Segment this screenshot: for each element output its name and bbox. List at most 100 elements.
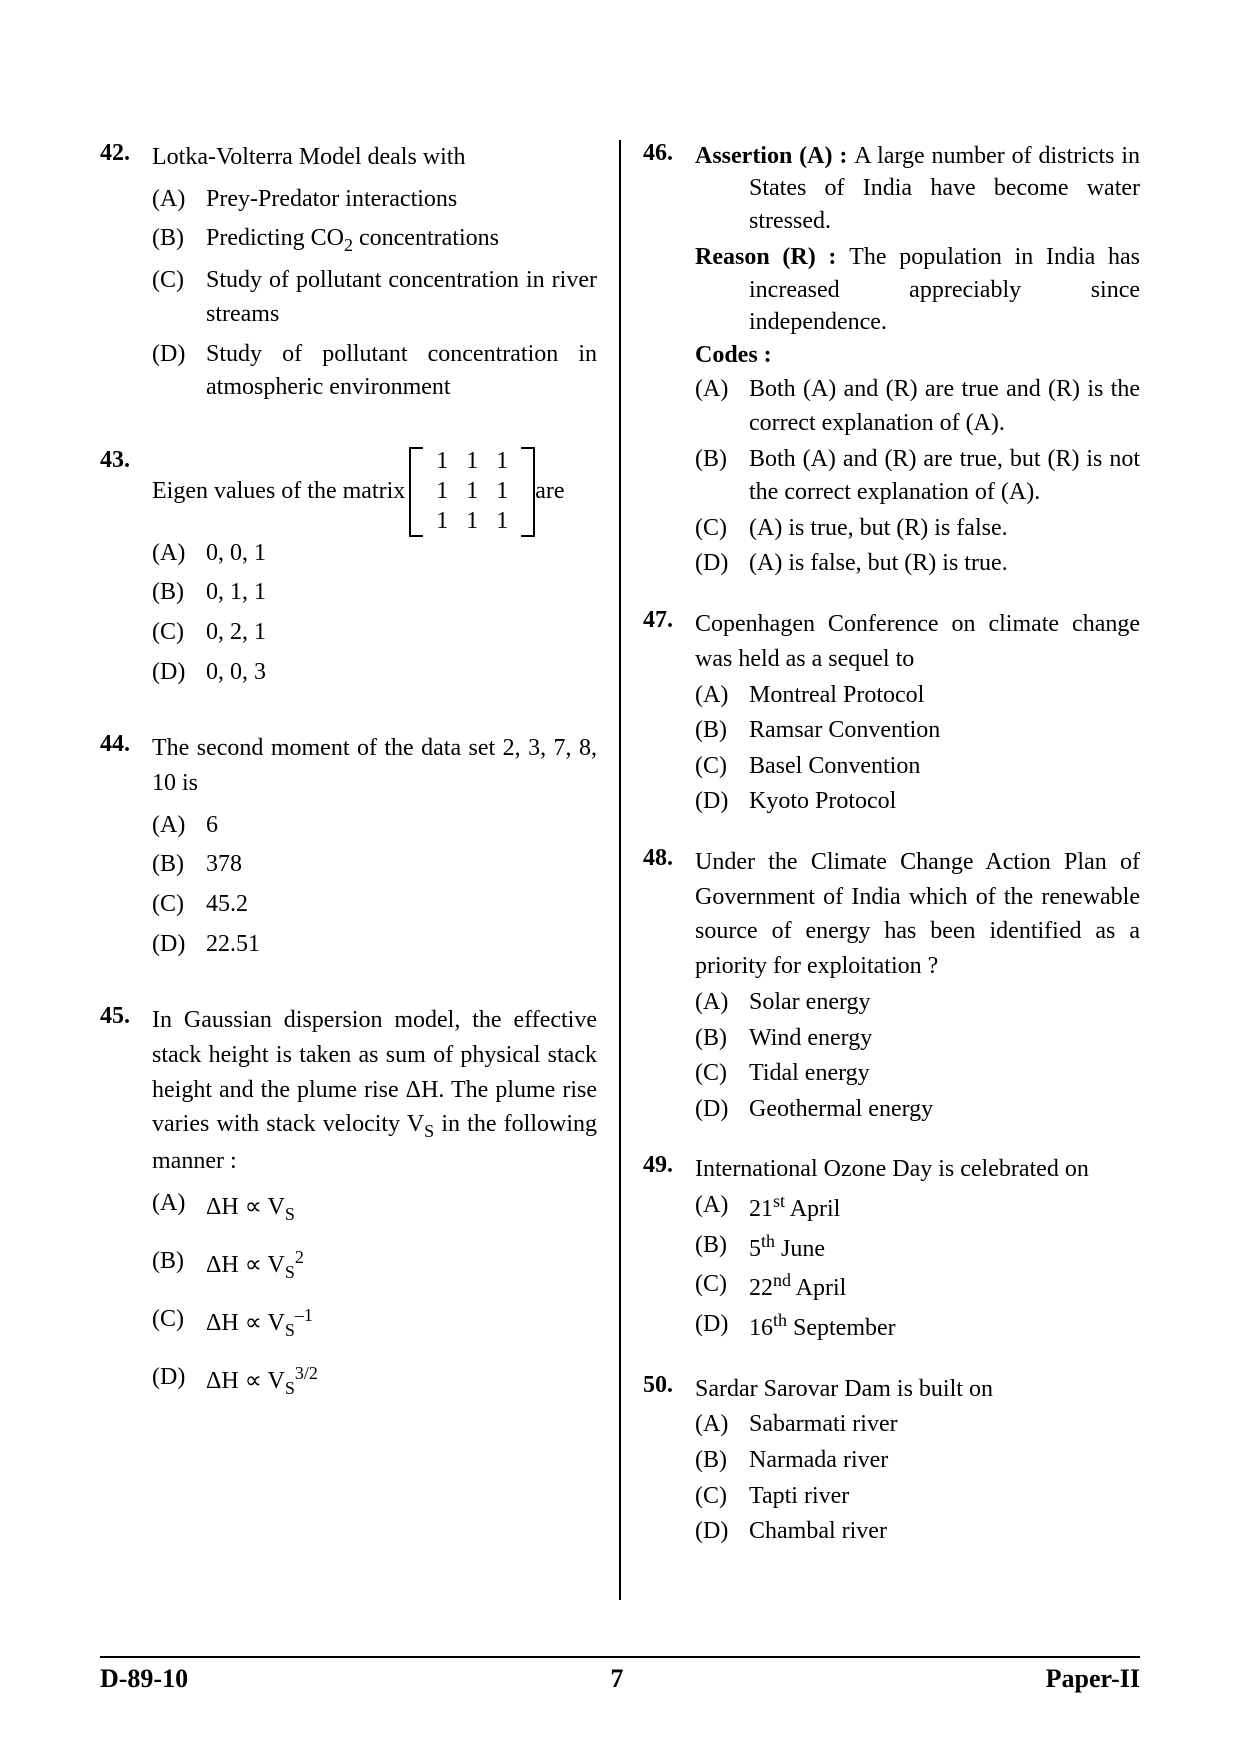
- option-text: Kyoto Protocol: [749, 785, 1140, 819]
- stem-suffix: are: [535, 478, 564, 505]
- option-label: (D): [695, 1093, 749, 1127]
- option-c: (C) Study of pollutant concentration in …: [152, 264, 597, 331]
- superscript: st: [773, 1191, 785, 1211]
- matrix-cell: 1: [466, 448, 478, 475]
- question-stem: The second moment of the data set 2, 3, …: [152, 731, 597, 801]
- option-a: (A) Montreal Protocol: [695, 679, 1140, 713]
- option-a: (A) 21st April: [695, 1189, 1140, 1227]
- question-number: 47.: [643, 607, 695, 821]
- option-c: (C) Tapti river: [695, 1480, 1140, 1514]
- option-label: (D): [152, 338, 206, 405]
- question-stem: Lotka-Volterra Model deals with: [152, 140, 597, 175]
- subscript: S: [285, 1378, 295, 1398]
- option-a: (A) 6: [152, 809, 597, 843]
- option-text: 378: [206, 848, 597, 882]
- option-label: (B): [695, 1022, 749, 1056]
- option-label: (D): [152, 1361, 206, 1401]
- option-label: (A): [695, 986, 749, 1020]
- option-text: Study of pollutant concentration in rive…: [206, 264, 597, 331]
- option-label: (C): [695, 750, 749, 784]
- option-text: 22.51: [206, 928, 597, 962]
- option-label: (D): [695, 1515, 749, 1549]
- matrix-cells: 1 1 1 1 1 1 1 1 1: [423, 447, 521, 537]
- option-text: 22nd April: [749, 1268, 1140, 1306]
- option-label: (B): [695, 1229, 749, 1267]
- question-number: 45.: [100, 1003, 152, 1407]
- date-suf: April: [791, 1275, 846, 1301]
- subscript: S: [285, 1262, 295, 1282]
- question-body: Copenhagen Conference on climate change …: [695, 607, 1140, 821]
- page-footer: D-89-10 7 Paper-II: [100, 1656, 1140, 1694]
- subscript: S: [424, 1121, 434, 1141]
- matrix-cell: 1: [436, 478, 448, 505]
- option-b: (B) 5th June: [695, 1229, 1140, 1267]
- question-number: 46.: [643, 140, 695, 583]
- option-label: (B): [695, 714, 749, 748]
- option-d: (D) Study of pollutant concentration in …: [152, 338, 597, 405]
- stem-prefix: Eigen values of the matrix: [152, 478, 405, 505]
- reason-block: Reason (R) : The population in India has…: [695, 241, 1140, 338]
- option-d: (D) 0, 0, 3: [152, 656, 597, 690]
- option-text: Predicting CO2 concentrations: [206, 222, 597, 258]
- option-text: Tapti river: [749, 1480, 1140, 1514]
- option-b: (B) ΔH ∝ VS2: [152, 1245, 597, 1285]
- option-c: (C) Tidal energy: [695, 1057, 1140, 1091]
- question-47: 47. Copenhagen Conference on climate cha…: [643, 607, 1140, 821]
- option-label: (D): [695, 785, 749, 819]
- bracket-right-icon: [521, 447, 535, 537]
- option-c: (C) Basel Convention: [695, 750, 1140, 784]
- date-suf: April: [785, 1196, 840, 1222]
- option-label: (C): [152, 616, 206, 650]
- column-divider: [619, 140, 621, 1600]
- bracket-left-icon: [409, 447, 423, 537]
- option-d: (D) 16th September: [695, 1308, 1140, 1346]
- superscript: –1: [295, 1305, 313, 1325]
- question-number: 49.: [643, 1152, 695, 1347]
- question-number: 43.: [100, 447, 152, 695]
- superscript: nd: [773, 1270, 791, 1290]
- option-text: Wind energy: [749, 1022, 1140, 1056]
- option-label: (D): [152, 928, 206, 962]
- option-text: 0, 1, 1: [206, 576, 597, 610]
- option-text: 21st April: [749, 1189, 1140, 1227]
- expr-pre: ΔH ∝ V: [206, 1194, 285, 1220]
- assertion-block: Assertion (A) : A large number of distri…: [695, 140, 1140, 237]
- option-text: Montreal Protocol: [749, 679, 1140, 713]
- matrix-cell: 1: [436, 448, 448, 475]
- superscript: 3/2: [295, 1363, 318, 1383]
- option-label: (C): [695, 1057, 749, 1091]
- question-44: 44. The second moment of the data set 2,…: [100, 731, 597, 967]
- option-a: (A) Sabarmati river: [695, 1408, 1140, 1442]
- question-number: 44.: [100, 731, 152, 967]
- question-number: 42.: [100, 140, 152, 411]
- question-body: Sardar Sarovar Dam is built on (A) Sabar…: [695, 1372, 1140, 1551]
- option-text: Prey-Predator interactions: [206, 183, 597, 217]
- option-label: (C): [695, 512, 749, 546]
- date-suf: June: [775, 1236, 825, 1262]
- option-a: (A) Prey-Predator interactions: [152, 183, 597, 217]
- option-label: (B): [152, 1245, 206, 1285]
- option-text: 0, 0, 3: [206, 656, 597, 690]
- option-b: (B) Ramsar Convention: [695, 714, 1140, 748]
- option-label: (A): [695, 373, 749, 440]
- option-text: Chambal river: [749, 1515, 1140, 1549]
- question-stem: Under the Climate Change Action Plan of …: [695, 845, 1140, 984]
- footer-center: 7: [610, 1664, 623, 1694]
- date-pre: 16: [749, 1315, 773, 1341]
- option-label: (C): [152, 1303, 206, 1343]
- option-text: 0, 2, 1: [206, 616, 597, 650]
- question-42: 42. Lotka-Volterra Model deals with (A) …: [100, 140, 597, 411]
- question-body: In Gaussian dispersion model, the effect…: [152, 1003, 597, 1407]
- option-d: (D) Kyoto Protocol: [695, 785, 1140, 819]
- option-text: Ramsar Convention: [749, 714, 1140, 748]
- option-text: ΔH ∝ VS–1: [206, 1303, 597, 1343]
- option-c: (C) ΔH ∝ VS–1: [152, 1303, 597, 1343]
- question-stem: Copenhagen Conference on climate change …: [695, 607, 1140, 677]
- option-text: Solar energy: [749, 986, 1140, 1020]
- option-a: (A) Both (A) and (R) are true and (R) is…: [695, 373, 1140, 440]
- option-label: (D): [695, 547, 749, 581]
- expr-pre: ΔH ∝ V: [206, 1310, 285, 1336]
- question-body: Lotka-Volterra Model deals with (A) Prey…: [152, 140, 597, 411]
- option-label: (D): [152, 656, 206, 690]
- option-label: (B): [695, 1444, 749, 1478]
